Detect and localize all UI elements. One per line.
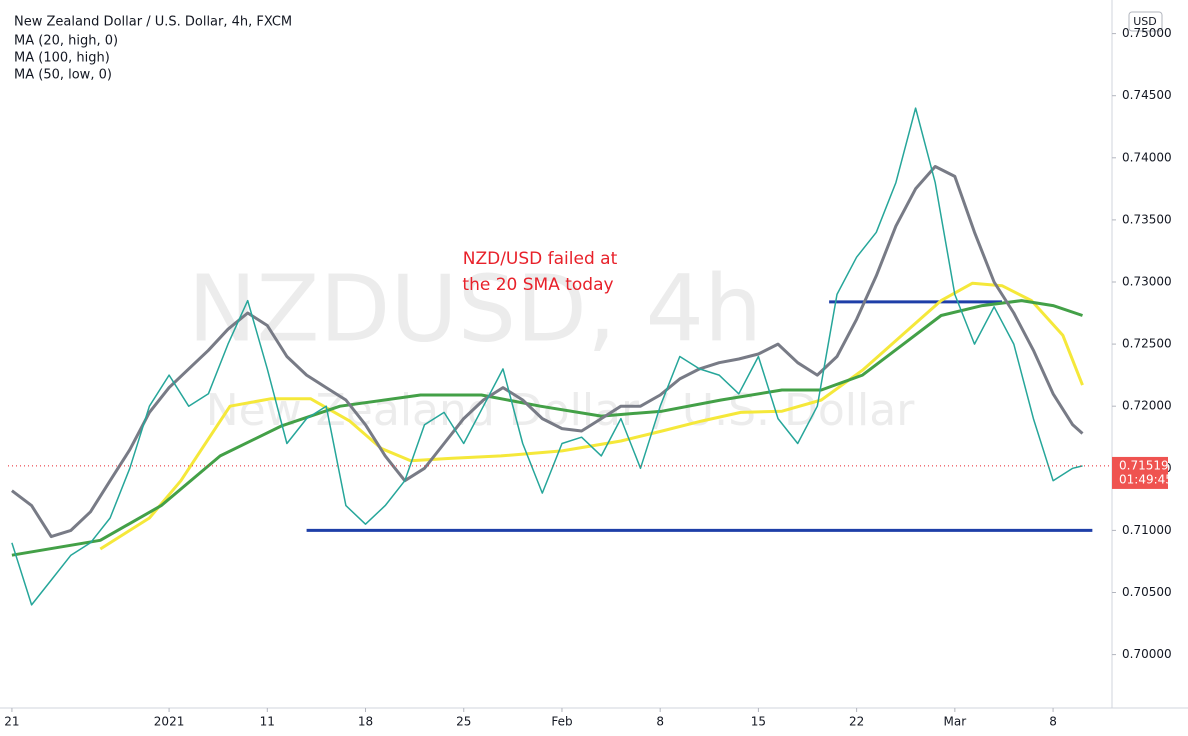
x-tick-label: Mar — [944, 715, 967, 729]
x-tick-label: 21 — [4, 715, 19, 729]
annotation: the 20 SMA today — [462, 275, 613, 295]
countdown: 01:49:45 — [1119, 472, 1173, 486]
y-tick-label: 0.70500 — [1122, 585, 1172, 599]
y-tick-label: 0.73000 — [1122, 274, 1172, 288]
y-tick-label: 0.75000 — [1122, 26, 1172, 40]
x-tick-label: 8 — [656, 715, 664, 729]
ma-line — [11, 299, 1083, 557]
x-tick-label: 15 — [751, 715, 766, 729]
price-label-box — [1112, 456, 1168, 489]
watermark-symbol: NZDUSD, 4h — [188, 255, 763, 362]
price-line — [11, 107, 1083, 606]
currency-box[interactable] — [1128, 11, 1163, 32]
x-tick-label: 2021 — [154, 715, 185, 729]
y-tick-label: 0.72500 — [1122, 337, 1172, 351]
x-tick-label: 22 — [849, 715, 864, 729]
currency: USD — [1133, 15, 1157, 28]
chart-title: New Zealand Dollar / U.S. Dollar, 4h, FX… — [14, 15, 292, 30]
y-tick-label: 0.74500 — [1122, 88, 1172, 102]
ma-line — [10, 165, 1084, 539]
legend-entry: MA (100, high) — [14, 51, 110, 66]
legend-entry: MA (20, high, 0) — [14, 34, 118, 49]
x-tick-label: 25 — [456, 715, 471, 729]
y-tick-label: 0.73500 — [1122, 212, 1172, 226]
x-tick-label: Feb — [551, 715, 572, 729]
x-tick-label: 8 — [1049, 715, 1057, 729]
y-tick-label: 0.70000 — [1122, 647, 1172, 661]
x-tick-label: 18 — [358, 715, 373, 729]
price-label: 0.71519 — [1119, 458, 1169, 472]
legend-entry: MA (50, low, 0) — [14, 68, 112, 83]
x-tick-label: 11 — [260, 715, 275, 729]
ma-line — [99, 281, 1084, 551]
annotation: NZD/USD failed at — [463, 249, 618, 269]
y-tick-label: 0.71000 — [1122, 523, 1172, 537]
y-tick-label: 0.74000 — [1122, 150, 1172, 164]
y-tick-label: 0.72000 — [1122, 399, 1172, 413]
